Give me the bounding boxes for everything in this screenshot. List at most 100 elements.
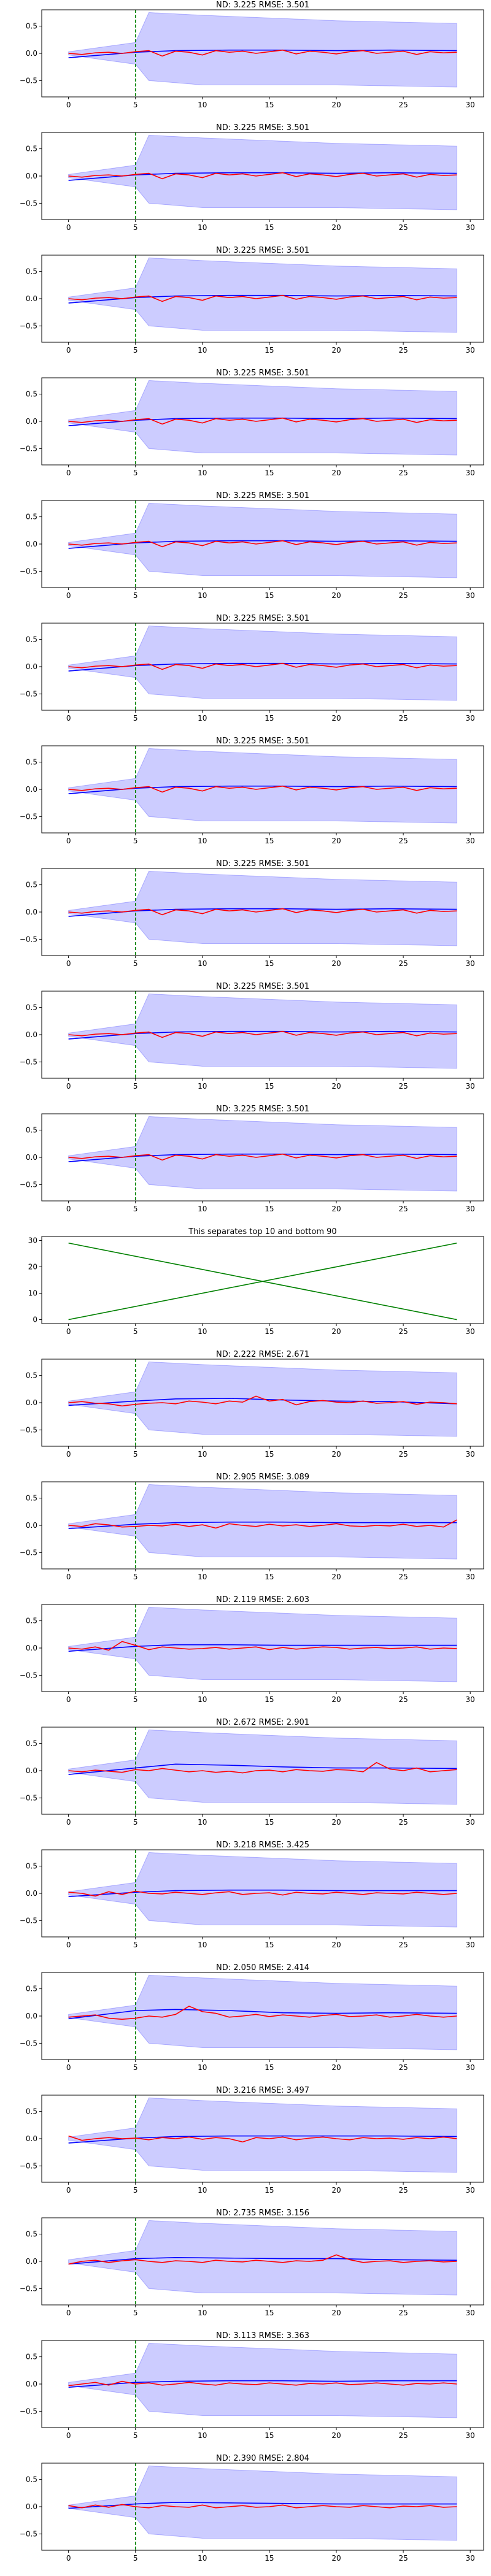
x-tick-label: 10: [198, 469, 207, 477]
x-tick-label: 0: [66, 1082, 71, 1091]
x-tick-label: 30: [466, 101, 475, 109]
y-tick-label: 0.5: [26, 1739, 37, 1748]
x-tick-label: 25: [398, 2186, 408, 2195]
x-tick-label: 20: [331, 469, 341, 477]
x-tick-label: 20: [331, 101, 341, 109]
x-tick-label: 20: [331, 714, 341, 723]
chart-panel-10: This separates top 10 and bottom 90 0 5 10 1…: [28, 1227, 484, 1336]
series-line-1: [68, 1890, 457, 1897]
x-tick-label: 25: [398, 2063, 408, 2072]
x-tick-label: 0: [66, 101, 71, 109]
y-tick-label: −0.5: [20, 2407, 37, 2415]
y-tick-label: 0.0: [26, 662, 37, 671]
series-line-0: [68, 662, 457, 672]
x-tick-label: 20: [331, 2309, 341, 2317]
series-line-1: [68, 1030, 457, 1038]
x-tick-label: 20: [331, 1573, 341, 1581]
x-tick-label: 30: [466, 1327, 475, 1336]
x-tick-label: 20: [331, 223, 341, 232]
x-tick-label: 10: [198, 1450, 207, 1459]
x-tick-label: 30: [466, 2309, 475, 2317]
x-tick-label: 25: [398, 1327, 408, 1336]
y-tick-label: 10: [28, 1289, 37, 1298]
x-tick-label: 20: [331, 2063, 341, 2072]
x-tick-label: 25: [398, 591, 408, 600]
y-tick-label: 0.0: [26, 172, 37, 180]
x-tick-label: 5: [133, 1082, 138, 1091]
x-tick-label: 15: [265, 714, 274, 723]
y-tick-label: 0.5: [26, 1985, 37, 1993]
y-tick-label: 30: [28, 1236, 37, 1244]
chart-title: ND: 2.905 RMSE: 3.089: [216, 1473, 309, 1482]
chart-panel-0: ND: 3.225 RMSE: 3.501 0 5 10 15 20 25 30 0.5 0.0 −…: [20, 1, 484, 109]
chart-panel-13: ND: 2.119 RMSE: 2.603 0 5 10 15 20 25 30 0.5 0.0 −…: [20, 1595, 484, 1704]
x-tick-label: 30: [466, 469, 475, 477]
y-tick-label: 0: [33, 1316, 37, 1324]
y-tick-label: −0.5: [20, 321, 37, 330]
x-tick-label: 30: [466, 1573, 475, 1581]
y-tick-label: 0.0: [26, 540, 37, 548]
x-tick-label: 5: [133, 2186, 138, 2195]
x-tick-label: 25: [398, 223, 408, 232]
x-tick-label: 10: [198, 101, 207, 109]
x-tick-label: 25: [398, 2554, 408, 2563]
y-tick-label: 0.5: [26, 1003, 37, 1012]
x-tick-label: 25: [398, 2309, 408, 2317]
x-tick-label: 15: [265, 1573, 274, 1581]
y-tick-label: −0.5: [20, 2284, 37, 2293]
y-tick-label: 0.5: [26, 1617, 37, 1625]
x-tick-label: 20: [331, 1327, 341, 1336]
x-tick-label: 0: [66, 1205, 71, 1213]
x-tick-label: 15: [265, 591, 274, 600]
x-tick-label: 10: [198, 1205, 207, 1213]
x-tick-label: 15: [265, 2063, 274, 2072]
x-tick-label: 5: [133, 2431, 138, 2440]
x-tick-label: 10: [198, 2554, 207, 2563]
x-tick-label: 25: [398, 1205, 408, 1213]
y-tick-label: 0.0: [26, 49, 37, 58]
x-tick-label: 5: [133, 591, 138, 600]
x-tick-label: 15: [265, 959, 274, 968]
y-tick-label: 0.5: [26, 2475, 37, 2484]
y-tick-label: 0.0: [26, 1398, 37, 1407]
x-tick-label: 20: [331, 1695, 341, 1704]
x-tick-label: 30: [466, 2186, 475, 2195]
x-tick-label: 0: [66, 1450, 71, 1459]
x-tick-label: 20: [331, 2554, 341, 2563]
x-tick-label: 25: [398, 714, 408, 723]
x-tick-label: 0: [66, 714, 71, 723]
x-tick-label: 25: [398, 101, 408, 109]
x-tick-label: 25: [398, 1450, 408, 1459]
chart-title: ND: 3.218 RMSE: 3.425: [216, 1841, 309, 1850]
chart-title: ND: 3.225 RMSE: 3.501: [216, 246, 309, 255]
x-tick-label: 15: [265, 1941, 274, 1949]
y-tick-label: 0.5: [26, 1371, 37, 1380]
y-tick-label: −0.5: [20, 444, 37, 453]
y-tick-label: 0.0: [26, 1153, 37, 1162]
y-tick-label: 0.0: [26, 2380, 37, 2388]
x-tick-label: 10: [198, 837, 207, 845]
y-tick-label: 0.0: [26, 908, 37, 916]
x-tick-label: 5: [133, 223, 138, 232]
x-tick-label: 25: [398, 1695, 408, 1704]
x-tick-label: 0: [66, 2063, 71, 2072]
x-tick-label: 10: [198, 959, 207, 968]
x-tick-label: 5: [133, 1450, 138, 1459]
x-tick-label: 30: [466, 2554, 475, 2563]
x-tick-label: 0: [66, 2309, 71, 2317]
series-line-1: [68, 2135, 457, 2143]
y-tick-label: −0.5: [20, 1671, 37, 1679]
x-tick-label: 10: [198, 1327, 207, 1336]
series-line-0: [68, 2380, 457, 2388]
x-tick-label: 5: [133, 2063, 138, 2072]
chart-panel-8: ND: 3.225 RMSE: 3.501 0 5 10 15 20 25 30 0.5 0.0 −…: [20, 982, 484, 1091]
series-line-0: [68, 1030, 457, 1040]
chart-panel-5: ND: 3.225 RMSE: 3.501 0 5 10 15 20 25 30 0.5 0.0 −…: [20, 614, 484, 723]
y-tick-label: 0.0: [26, 2012, 37, 2020]
y-tick-label: 0.0: [26, 1030, 37, 1039]
chart-panel-19: ND: 3.113 RMSE: 3.363 0 5 10 15 20 25 30 0.5 0.0 −…: [20, 2331, 484, 2440]
x-tick-label: 10: [198, 2063, 207, 2072]
chart-title: ND: 2.735 RMSE: 3.156: [216, 2209, 309, 2218]
y-tick-label: 0.5: [26, 635, 37, 644]
series-line-0: [68, 1763, 457, 1776]
